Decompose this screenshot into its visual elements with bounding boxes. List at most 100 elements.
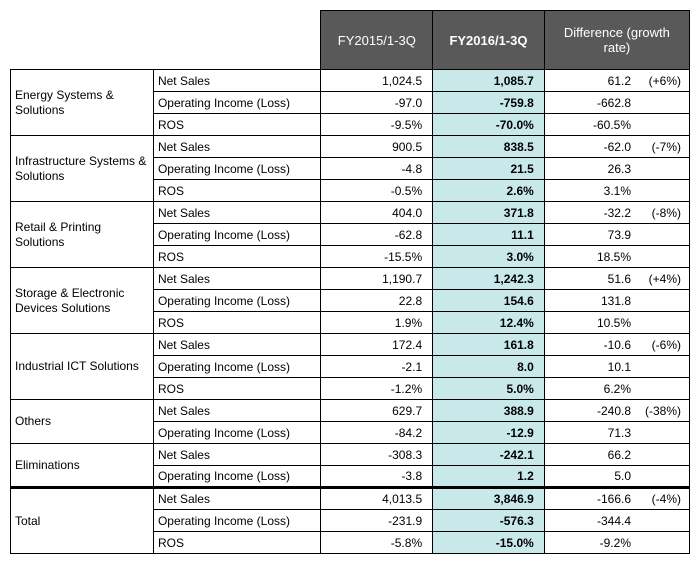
value-difference: 66.2 — [544, 444, 689, 466]
metric-label: Operating Income (Loss) — [153, 92, 321, 114]
metric-label: Net Sales — [153, 268, 321, 290]
table-row: Infrastructure Systems & SolutionsNet Sa… — [11, 136, 690, 158]
difference-value: 131.8 — [545, 294, 633, 308]
growth-rate: (-6%) — [633, 338, 689, 352]
segment-name: Storage & Electronic Devices Solutions — [11, 268, 154, 334]
value-fy2016: 154.6 — [433, 290, 545, 312]
metric-label: ROS — [153, 532, 321, 554]
value-fy2015: -308.3 — [321, 444, 433, 466]
growth-rate: (-4%) — [633, 492, 689, 506]
metric-label: Net Sales — [153, 202, 321, 224]
segment-name: Eliminations — [11, 444, 154, 488]
value-difference: 51.6(+4%) — [544, 268, 689, 290]
value-fy2015: -3.8 — [321, 466, 433, 488]
value-fy2016: 1,085.7 — [433, 70, 545, 92]
difference-value: 73.9 — [545, 228, 633, 242]
value-difference: 10.5% — [544, 312, 689, 334]
value-fy2016: 3.0% — [433, 246, 545, 268]
value-difference: 3.1% — [544, 180, 689, 202]
value-fy2016: -15.0% — [433, 532, 545, 554]
metric-label: ROS — [153, 246, 321, 268]
growth-rate: (-7%) — [633, 140, 689, 154]
difference-value: -662.8 — [545, 96, 633, 110]
metric-label: Operating Income (Loss) — [153, 224, 321, 246]
value-fy2016: -12.9 — [433, 422, 545, 444]
metric-label: Operating Income (Loss) — [153, 510, 321, 532]
metric-label: ROS — [153, 378, 321, 400]
difference-value: 18.5% — [545, 250, 633, 264]
segment-name: Retail & Printing Solutions — [11, 202, 154, 268]
table-row: Storage & Electronic Devices SolutionsNe… — [11, 268, 690, 290]
metric-label: Operating Income (Loss) — [153, 422, 321, 444]
value-fy2015: -2.1 — [321, 356, 433, 378]
difference-value: 51.6 — [545, 272, 633, 286]
difference-value: 66.2 — [545, 448, 633, 462]
value-fy2016: 21.5 — [433, 158, 545, 180]
value-fy2015: 1.9% — [321, 312, 433, 334]
table-row: Industrial ICT SolutionsNet Sales172.416… — [11, 334, 690, 356]
value-fy2016: -70.0% — [433, 114, 545, 136]
value-fy2015: -231.9 — [321, 510, 433, 532]
segment-name: Others — [11, 400, 154, 444]
table-row: OthersNet Sales629.7388.9-240.8(-38%) — [11, 400, 690, 422]
metric-label: Net Sales — [153, 334, 321, 356]
value-fy2015: -15.5% — [321, 246, 433, 268]
value-difference: -32.2(-8%) — [544, 202, 689, 224]
value-fy2015: -1.2% — [321, 378, 433, 400]
value-fy2016: 3,846.9 — [433, 488, 545, 510]
value-fy2015: -0.5% — [321, 180, 433, 202]
segment-name: Infrastructure Systems & Solutions — [11, 136, 154, 202]
value-difference: 6.2% — [544, 378, 689, 400]
metric-label: Net Sales — [153, 400, 321, 422]
value-fy2016: 8.0 — [433, 356, 545, 378]
value-fy2016: -576.3 — [433, 510, 545, 532]
metric-label: ROS — [153, 114, 321, 136]
table-row: TotalNet Sales4,013.53,846.9-166.6(-4%) — [11, 488, 690, 510]
financial-table: FY2015/1-3Q FY2016/1-3Q Difference (grow… — [10, 10, 690, 554]
difference-value: 5.0 — [545, 469, 633, 483]
header-difference: Difference (growth rate) — [544, 11, 689, 70]
value-difference: -62.0(-7%) — [544, 136, 689, 158]
difference-value: -10.6 — [545, 338, 633, 352]
value-fy2016: 161.8 — [433, 334, 545, 356]
value-fy2015: 404.0 — [321, 202, 433, 224]
metric-label: Operating Income (Loss) — [153, 290, 321, 312]
value-fy2016: 5.0% — [433, 378, 545, 400]
difference-value: -62.0 — [545, 140, 633, 154]
metric-label: Net Sales — [153, 70, 321, 92]
value-difference: 71.3 — [544, 422, 689, 444]
value-fy2016: 12.4% — [433, 312, 545, 334]
difference-value: 10.5% — [545, 316, 633, 330]
value-fy2015: 22.8 — [321, 290, 433, 312]
value-fy2016: 838.5 — [433, 136, 545, 158]
value-difference: 10.1 — [544, 356, 689, 378]
value-fy2016: 1.2 — [433, 466, 545, 488]
value-fy2015: -9.5% — [321, 114, 433, 136]
difference-value: -9.2% — [545, 536, 633, 550]
value-difference: -10.6(-6%) — [544, 334, 689, 356]
metric-label: Operating Income (Loss) — [153, 158, 321, 180]
value-fy2015: -84.2 — [321, 422, 433, 444]
metric-label: Operating Income (Loss) — [153, 466, 321, 488]
table-row: EliminationsNet Sales-308.3-242.166.2 — [11, 444, 690, 466]
header-fy2016: FY2016/1-3Q — [433, 11, 545, 70]
value-difference: -9.2% — [544, 532, 689, 554]
difference-value: 6.2% — [545, 382, 633, 396]
value-difference: 5.0 — [544, 466, 689, 488]
table-row: Energy Systems & SolutionsNet Sales1,024… — [11, 70, 690, 92]
difference-value: -32.2 — [545, 206, 633, 220]
value-fy2016: 388.9 — [433, 400, 545, 422]
value-difference: 73.9 — [544, 224, 689, 246]
table-body: Energy Systems & SolutionsNet Sales1,024… — [11, 70, 690, 554]
header-blank — [11, 11, 321, 70]
header-row: FY2015/1-3Q FY2016/1-3Q Difference (grow… — [11, 11, 690, 70]
value-difference: 18.5% — [544, 246, 689, 268]
growth-rate: (+6%) — [633, 74, 689, 88]
value-fy2015: 172.4 — [321, 334, 433, 356]
metric-label: ROS — [153, 312, 321, 334]
value-fy2015: 900.5 — [321, 136, 433, 158]
value-fy2016: 11.1 — [433, 224, 545, 246]
value-fy2015: 629.7 — [321, 400, 433, 422]
value-difference: 61.2(+6%) — [544, 70, 689, 92]
segment-name: Total — [11, 488, 154, 554]
